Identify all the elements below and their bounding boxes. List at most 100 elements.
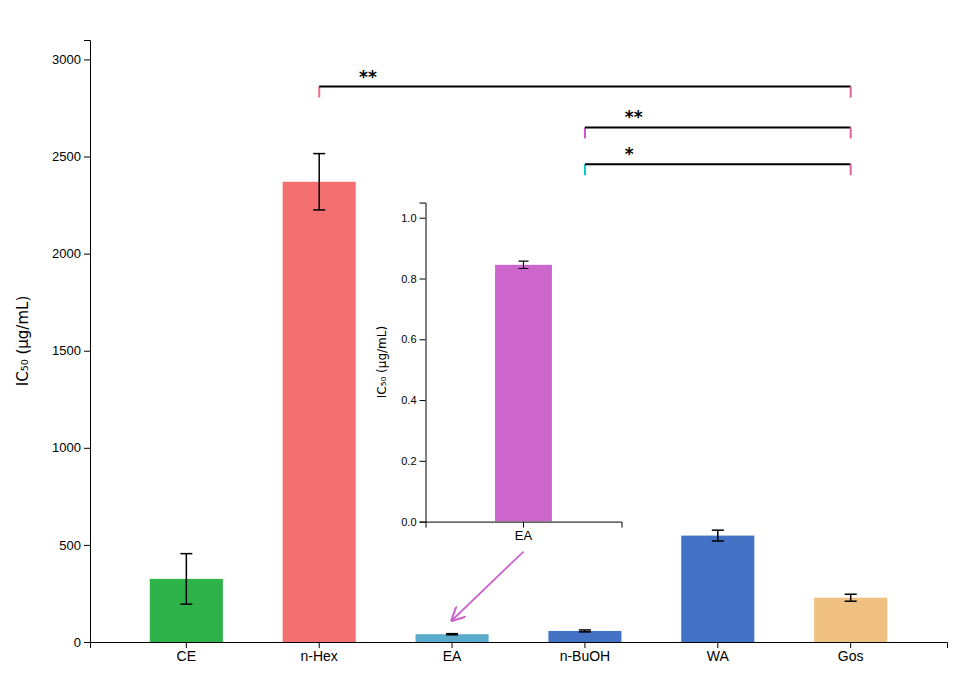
x-tick: CE <box>177 642 196 664</box>
error-bar <box>712 530 724 541</box>
y-tick-mark <box>420 218 426 219</box>
y-axis-line <box>84 41 91 643</box>
significance-bracket: ** <box>585 107 851 138</box>
error-bar <box>313 154 325 210</box>
x-tick-label: n-BuOH <box>560 648 611 664</box>
y-tick-mark <box>420 279 426 280</box>
y-tick-mark <box>84 642 90 643</box>
x-tick-label: CE <box>177 648 196 664</box>
y-tick-mark <box>84 157 90 158</box>
error-bar-stem <box>717 530 719 541</box>
y-axis-line <box>420 203 427 522</box>
y-tick-mark <box>420 522 426 523</box>
y-tick-mark <box>420 400 426 401</box>
error-bar-cap <box>712 529 724 531</box>
y-tick-label: 0.8 <box>401 273 416 285</box>
x-tick: WA <box>707 642 730 664</box>
x-axis-line <box>426 522 622 528</box>
y-tick-label: 0.4 <box>401 394 416 406</box>
x-tick-label: WA <box>707 648 730 664</box>
bracket-right-tick <box>850 164 852 175</box>
inset-bars <box>495 261 552 521</box>
error-bar <box>845 594 857 601</box>
y-tick-label: 500 <box>59 538 81 553</box>
y-tick: 0.0 <box>401 516 425 528</box>
y-tick-mark <box>84 351 90 352</box>
inset-arrow <box>452 552 523 621</box>
bracket-label: * <box>625 144 634 164</box>
y-tick-label: 0.2 <box>401 455 416 467</box>
error-bar-cap <box>519 261 529 262</box>
error-bar-stem <box>318 154 320 210</box>
error-bar <box>180 554 192 604</box>
error-bar-cap <box>845 600 857 602</box>
x-tick-label: EA <box>515 528 533 543</box>
x-axis: CE n-Hex EA n-BuOH WA Gos <box>91 642 948 664</box>
y-tick: 0.4 <box>401 394 425 406</box>
annotations: ***** <box>319 67 850 176</box>
bracket-right-tick <box>850 127 852 138</box>
inset-y-axis: 0.00.20.40.60.81.0 <box>401 203 426 528</box>
y-tick-label: 2000 <box>52 246 81 261</box>
x-axis-line <box>91 643 948 649</box>
y-tick-mark <box>84 59 90 60</box>
error-bar-stem <box>523 261 524 268</box>
y-tick: 0 <box>74 635 90 650</box>
error-bar-cap <box>180 603 192 605</box>
significance-bracket: ** <box>319 67 850 98</box>
y-tick: 1500 <box>52 343 90 358</box>
y-tick: 2000 <box>52 246 90 261</box>
y-tick-label: 1500 <box>52 343 81 358</box>
inset-x-axis: EA <box>426 522 622 543</box>
bar <box>681 536 754 642</box>
error-bar-cap <box>845 593 857 595</box>
error-bar-cap <box>579 631 591 633</box>
x-tick: n-BuOH <box>560 642 611 664</box>
y-tick-label: 0 <box>74 635 81 650</box>
x-tick: EA <box>515 522 533 543</box>
y-tick: 0.2 <box>401 455 425 467</box>
x-tick: EA <box>443 642 462 664</box>
bracket-right-tick <box>850 87 852 98</box>
y-tick-label: 3000 <box>52 52 81 67</box>
bracket-bar <box>319 86 850 88</box>
bar <box>283 182 356 642</box>
bar <box>814 598 887 642</box>
y-tick-mark <box>420 461 426 462</box>
y-tick-mark <box>84 545 90 546</box>
y-tick-label: 0.6 <box>401 333 416 345</box>
x-tick: n-Hex <box>301 642 338 664</box>
bracket-left-tick <box>584 164 586 175</box>
bar <box>416 634 489 642</box>
bracket-label: ** <box>625 107 643 127</box>
y-tick: 3000 <box>52 52 90 67</box>
y-tick: 0.8 <box>401 273 425 285</box>
error-bar-cap <box>446 634 458 636</box>
x-tick-label: n-Hex <box>301 648 338 664</box>
y-tick-label: 0.0 <box>401 516 416 528</box>
bracket-left-tick <box>584 127 586 138</box>
error-bar-cap <box>313 153 325 155</box>
y-axis: 0 500 1000 1500 2000 2500 3000 <box>52 41 90 650</box>
error-bar <box>446 634 458 635</box>
y-axis-title: IC₅₀ (μg/mL) <box>14 296 32 386</box>
x-tick-label: Gos <box>838 648 864 664</box>
error-bar-cap <box>519 268 529 269</box>
inset-plot: 0.00.20.40.60.81.0EAIC₅₀ (μg/mL) <box>375 203 622 543</box>
y-tick: 0.6 <box>401 333 425 345</box>
y-tick: 2500 <box>52 149 90 164</box>
error-bar-cap <box>446 633 458 635</box>
bar <box>548 631 621 642</box>
y-tick: 500 <box>59 538 90 553</box>
error-bar <box>579 630 591 632</box>
bars <box>150 154 887 642</box>
main-plot: 0 500 1000 1500 2000 2500 3000 CE n-Hex EA n-BuOH W… <box>14 41 948 664</box>
error-bar-stem <box>186 554 188 604</box>
x-tick-label: EA <box>443 648 462 664</box>
y-tick: 1000 <box>52 440 90 455</box>
inset-error-bar <box>519 261 529 268</box>
y-tick-mark <box>84 448 90 449</box>
y-tick-label: 2500 <box>52 149 81 164</box>
x-tick-mark <box>523 522 524 528</box>
error-bar-cap <box>579 629 591 631</box>
